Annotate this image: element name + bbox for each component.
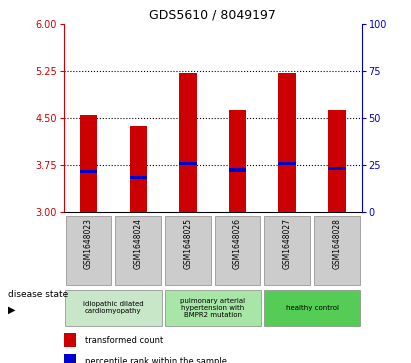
Bar [80, 115, 97, 212]
Bar [279, 73, 296, 212]
Bar [66, 216, 111, 285]
Text: GSM1648027: GSM1648027 [283, 218, 292, 269]
Text: GSM1648028: GSM1648028 [332, 218, 342, 269]
Title: GDS5610 / 8049197: GDS5610 / 8049197 [149, 8, 276, 21]
Text: idiopathic dilated
cardiomyopathy: idiopathic dilated cardiomyopathy [83, 301, 144, 314]
Bar [215, 216, 261, 285]
Text: ▶: ▶ [8, 305, 16, 314]
Bar [328, 110, 346, 212]
Bar [65, 290, 162, 326]
Bar [129, 126, 147, 212]
Text: transformed count: transformed count [85, 336, 163, 345]
Bar [264, 216, 310, 285]
Bar [129, 176, 147, 179]
Text: disease state: disease state [8, 290, 69, 299]
Text: GSM1648026: GSM1648026 [233, 218, 242, 269]
Text: healthy control: healthy control [286, 305, 339, 311]
Text: GSM1648025: GSM1648025 [183, 218, 192, 269]
Text: pulmonary arterial
hypertension with
BMPR2 mutation: pulmonary arterial hypertension with BMP… [180, 298, 245, 318]
Bar [179, 73, 196, 212]
Bar [164, 290, 261, 326]
Bar [165, 216, 211, 285]
Text: GSM1648024: GSM1648024 [134, 218, 143, 269]
Bar [179, 162, 196, 165]
Bar [115, 216, 161, 285]
Bar [229, 168, 246, 172]
Bar [64, 333, 76, 347]
Text: percentile rank within the sample: percentile rank within the sample [85, 356, 226, 363]
Bar [80, 170, 97, 173]
Bar [279, 162, 296, 165]
Bar [229, 110, 246, 212]
Bar [314, 216, 360, 285]
Bar [64, 354, 76, 363]
Bar [328, 167, 346, 170]
Text: GSM1648023: GSM1648023 [84, 218, 93, 269]
Bar [264, 290, 360, 326]
